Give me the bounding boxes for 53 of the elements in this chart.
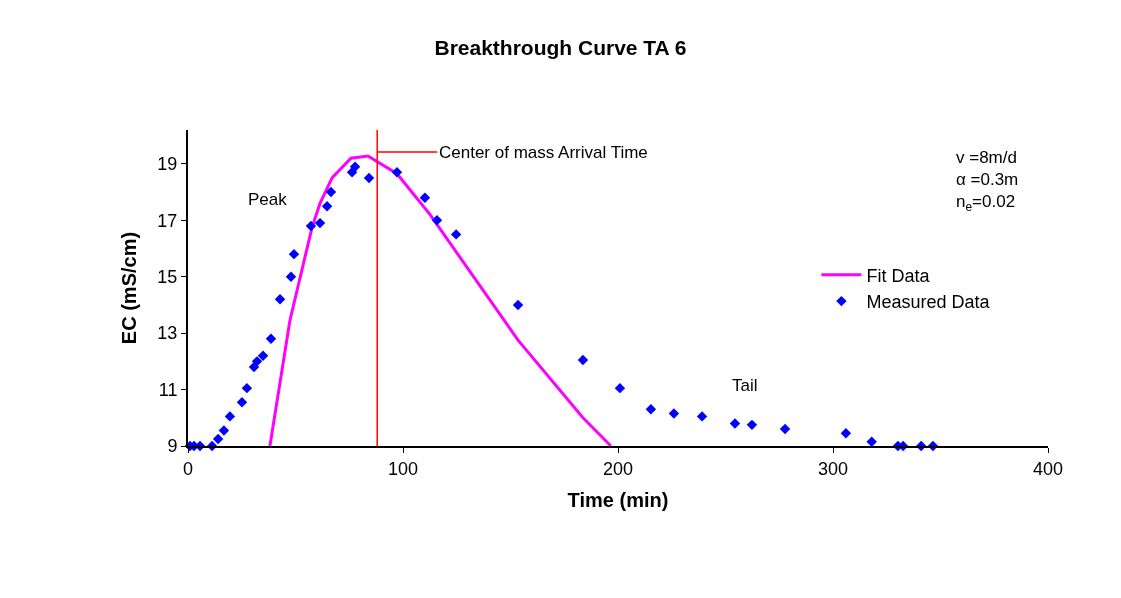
point: [274, 294, 286, 305]
point: [431, 215, 443, 226]
annotation: Tail: [732, 376, 758, 395]
y-tick-label: 13: [157, 323, 178, 344]
point: [419, 192, 431, 203]
point: [391, 167, 403, 178]
point: [450, 229, 462, 240]
point: [314, 217, 326, 229]
point: [779, 423, 791, 435]
x-tick-label: 300: [817, 458, 849, 479]
point: [668, 408, 680, 419]
y-tick-label: 17: [157, 210, 178, 231]
point: [241, 382, 253, 394]
point: [577, 354, 589, 366]
annotation: v =8m/d α =0.3m n$_{e}$=0.02: [956, 148, 1019, 214]
point: [349, 161, 361, 172]
point: [248, 361, 260, 373]
legend-label: Measured Data: [866, 292, 991, 313]
point: [746, 419, 758, 431]
point: [218, 425, 230, 436]
point: [321, 200, 333, 212]
point: [512, 299, 524, 311]
point: [614, 382, 626, 394]
x-axis-title: Time (min): [567, 488, 669, 511]
x-tick-label: 200: [602, 458, 634, 479]
point: [645, 404, 657, 415]
x-tick-label: 400: [1032, 458, 1064, 479]
point: [363, 172, 375, 184]
point: [305, 220, 317, 232]
chart-title: Breakthrough Curve TA 6: [434, 36, 687, 60]
point: [696, 411, 708, 422]
point: [840, 428, 852, 439]
point: [866, 436, 877, 447]
y-tick-label: 19: [157, 154, 178, 175]
point: [251, 356, 263, 367]
ref-line-label: Center of mass Arrival Time: [439, 143, 648, 162]
point: [212, 433, 224, 445]
point: [285, 271, 297, 282]
y-tick-label: 9: [167, 436, 178, 457]
point: [325, 186, 337, 198]
point: [236, 397, 248, 408]
y-axis-title: EC (mS/cm): [118, 231, 141, 345]
point: [729, 418, 741, 429]
point: [265, 333, 277, 344]
x-tick-label: 0: [182, 458, 194, 479]
point: [288, 248, 300, 260]
annotation: Peak: [248, 190, 288, 209]
legend-label: Fit Data: [866, 265, 931, 286]
point: [224, 411, 236, 422]
x-tick-label: 100: [387, 458, 419, 479]
point: [257, 350, 269, 361]
y-tick-label: 15: [157, 267, 178, 288]
y-tick-label: 11: [158, 379, 178, 400]
